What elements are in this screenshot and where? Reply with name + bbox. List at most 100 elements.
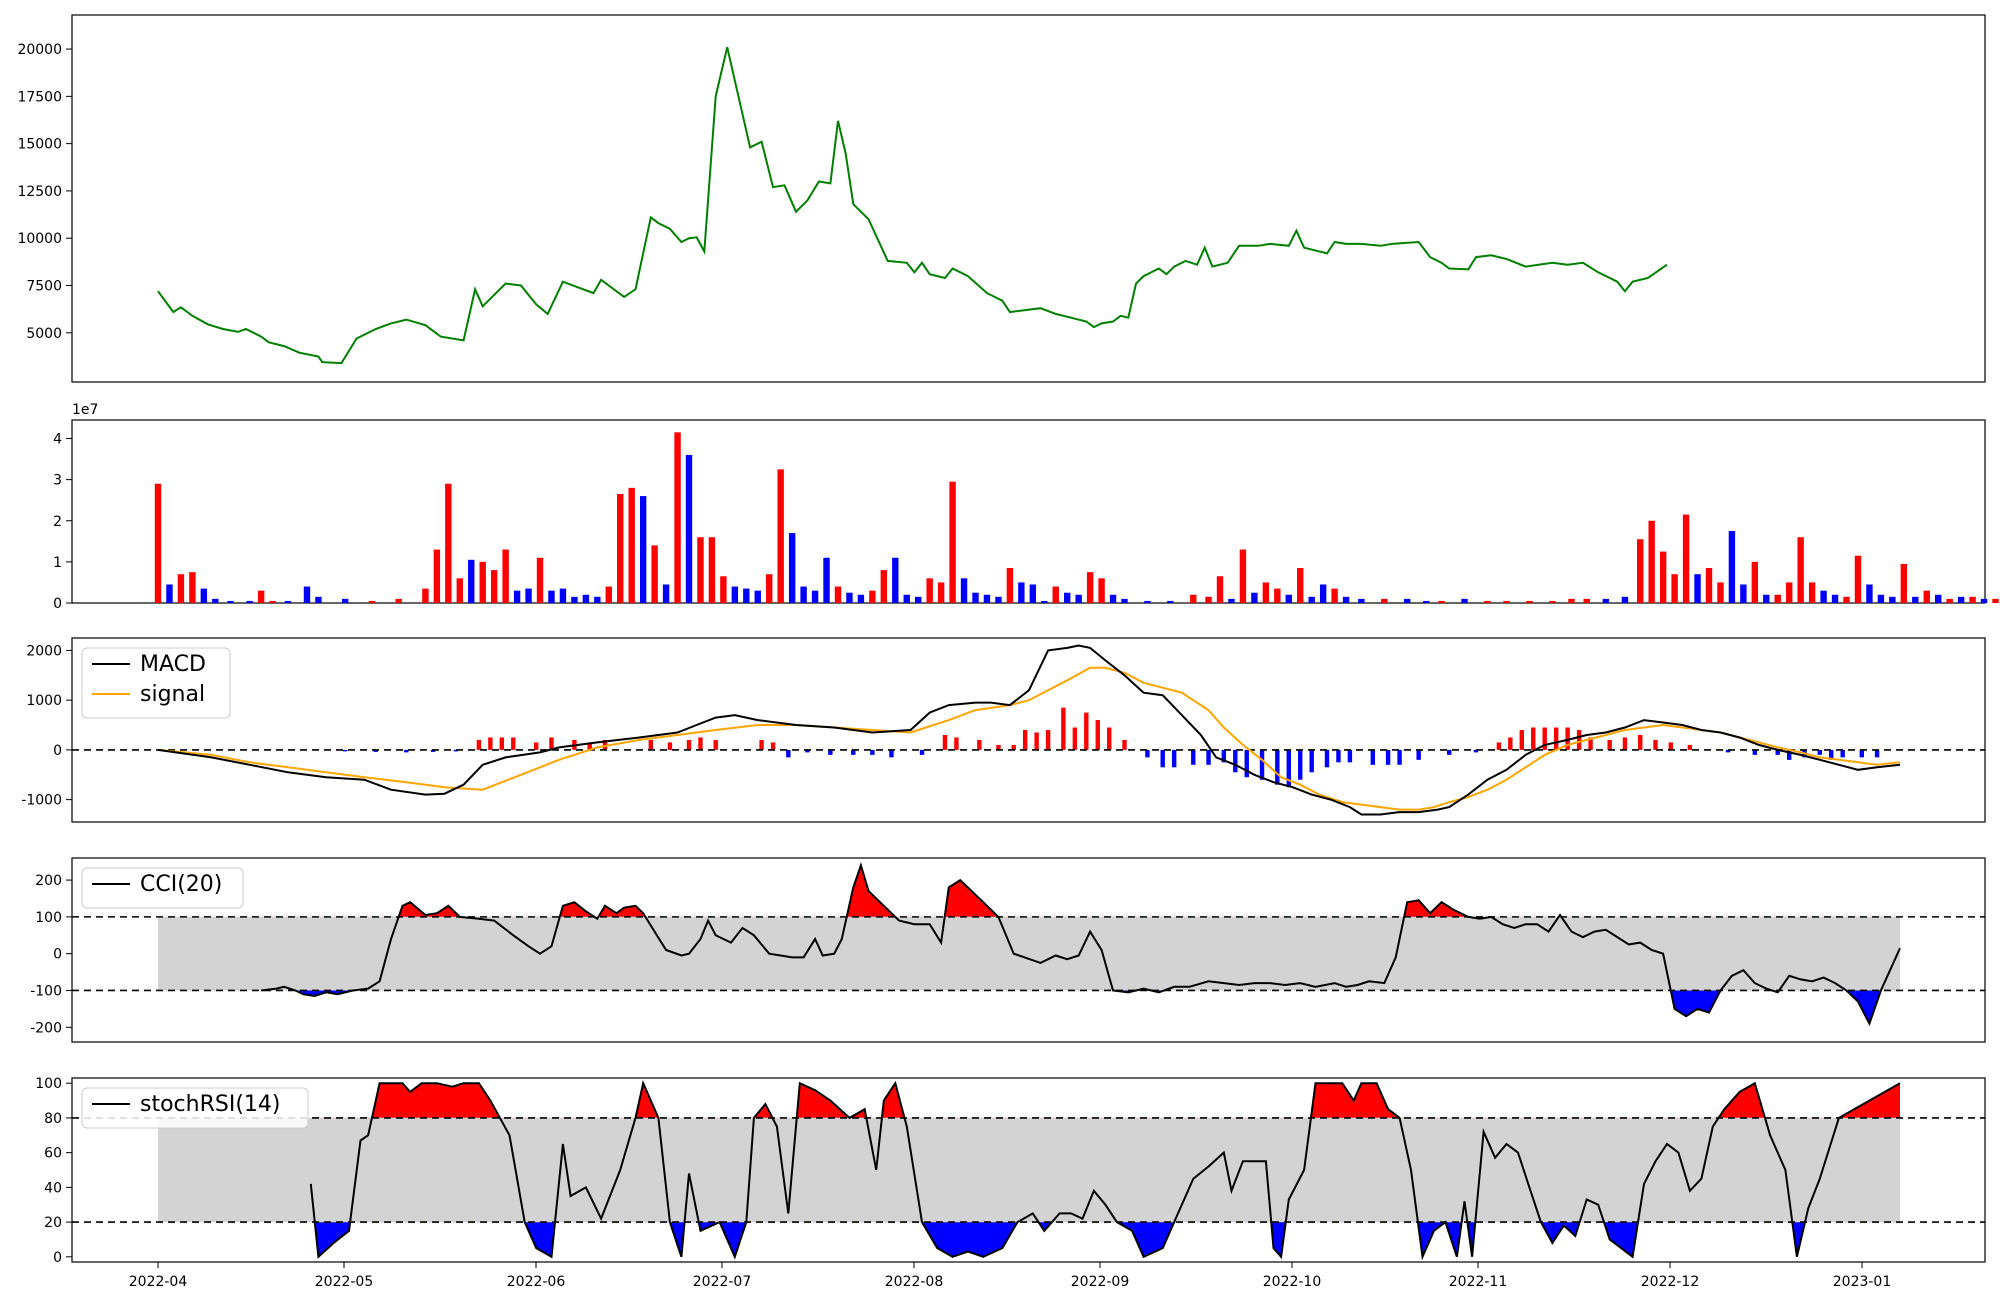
volume-bar: [1797, 537, 1804, 603]
volume-bar: [1694, 574, 1701, 603]
cci-y-tick-label: 0: [53, 947, 62, 963]
macd-histogram-bar: [686, 739, 692, 750]
volume-bar: [490, 570, 498, 603]
volume-bar: [1319, 584, 1327, 603]
macd-y-tick-label: 1000: [26, 693, 62, 709]
stochrsi-y-tick-label: 40: [44, 1180, 62, 1196]
macd-histogram-bar: [430, 749, 436, 752]
volume-bar: [189, 572, 196, 603]
x-tick-label: 2022-10: [1263, 1274, 1322, 1290]
volume-panel: 0 1 2 3 4 1e7: [53, 402, 1999, 612]
volume-bar: [468, 559, 475, 603]
x-axis: 2022-04 2022-05 2022-06 2022-07 2022-08 2022-…: [129, 1262, 1891, 1290]
volume-bar: [1774, 594, 1781, 603]
volume-y-tick-label: 3: [53, 473, 62, 489]
macd-histogram-bar: [1084, 712, 1089, 750]
volume-bar: [284, 600, 292, 603]
volume-bar: [662, 584, 670, 603]
macd-histogram-bar: [1519, 730, 1525, 750]
volume-bar: [1308, 596, 1315, 603]
volume-bar: [937, 582, 945, 603]
volume-bar: [341, 598, 349, 603]
macd-histogram-bar: [1145, 749, 1150, 758]
volume-bar: [972, 592, 979, 603]
x-tick-label: 2022-12: [1641, 1274, 1700, 1290]
macd-histogram-bar: [476, 739, 482, 750]
volume-bar: [892, 557, 899, 603]
volume-bar: [166, 584, 173, 603]
volume-bar: [1583, 598, 1590, 603]
volume-y-tick-label: 4: [53, 432, 62, 448]
macd-legend: [81, 647, 231, 719]
volume-bar: [1216, 576, 1224, 603]
volume-bar: [1041, 600, 1048, 603]
macd-histogram-bar: [1622, 737, 1628, 750]
macd-histogram-bar: [1553, 727, 1559, 750]
volume-bar: [1331, 588, 1338, 603]
volume-bar: [823, 557, 830, 603]
stochrsi-y-tick-label: 0: [53, 1250, 62, 1266]
volume-bar: [1064, 592, 1071, 603]
macd-histogram-bar: [373, 749, 378, 752]
macd-histogram-bar: [942, 734, 948, 750]
cci-legend-label: CCI(20): [140, 872, 222, 897]
volume-bar: [1251, 592, 1258, 603]
macd-histogram-bar: [404, 749, 409, 753]
volume-bar: [1980, 598, 1988, 603]
price-y-tick-label: 15000: [17, 137, 62, 153]
stochrsi-y-tick-label: 100: [35, 1076, 62, 1092]
volume-bar: [1648, 520, 1655, 603]
volume-bar: [1602, 598, 1610, 603]
volume-bar: [949, 481, 956, 603]
volume-bar: [1671, 574, 1678, 603]
volume-bar: [525, 588, 532, 603]
volume-bar: [960, 578, 968, 603]
volume-bar: [154, 483, 162, 603]
volume-bar: [1285, 594, 1292, 603]
macd-histogram-bar: [1309, 749, 1314, 773]
macd-histogram-bar: [1347, 749, 1353, 763]
price-plot-frame: [71, 14, 1986, 383]
macd-histogram-bar: [1298, 749, 1303, 780]
macd-histogram-bar: [770, 742, 776, 750]
volume-bar: [1728, 531, 1736, 603]
stochrsi-neutral-band: [158, 1117, 1900, 1223]
volume-bar: [1751, 561, 1759, 603]
macd-histogram-bar: [1607, 739, 1612, 750]
volume-bar: [1946, 598, 1953, 603]
cci-legend: [81, 867, 244, 909]
macd-histogram-bar: [786, 749, 791, 758]
price-y-tick-label: 12500: [17, 184, 62, 200]
volume-bar: [1144, 600, 1151, 603]
volume-bar: [983, 594, 991, 603]
volume-bar: [995, 596, 1002, 603]
volume-bar: [1086, 572, 1094, 603]
macd-histogram-bar: [1011, 744, 1016, 750]
macd-histogram-bar: [587, 742, 592, 750]
price-y-tick-label: 17500: [17, 89, 62, 105]
macd-histogram-bar: [805, 749, 810, 753]
macd-histogram-bar: [533, 742, 539, 750]
macd-histogram-bar: [1206, 749, 1211, 765]
x-tick-label: 2022-05: [315, 1274, 374, 1290]
volume-bar: [502, 549, 509, 603]
macd-plot-frame: [71, 637, 1986, 823]
price-y-tick-label: 10000: [17, 231, 62, 247]
macd-histogram-bar: [1061, 707, 1066, 750]
volume-bar: [857, 594, 865, 603]
volume-bar: [1029, 584, 1037, 603]
volume-bar: [1358, 598, 1365, 603]
macd-histogram-bar: [1725, 749, 1731, 753]
macd-histogram-bar: [889, 749, 894, 758]
volume-bar: [548, 590, 555, 603]
signal-line: [157, 666, 1901, 811]
volume-bar: [536, 557, 544, 603]
volume-bar: [788, 533, 796, 603]
macd-legend-label: signal: [140, 682, 205, 707]
stochrsi-y-tick-label: 20: [44, 1215, 62, 1231]
x-tick-label: 2022-09: [1071, 1274, 1130, 1290]
stochrsi-y-tick-label: 80: [44, 1111, 62, 1127]
volume-bar: [628, 487, 635, 603]
macd-histogram-bar: [602, 739, 608, 750]
volume-bar: [1866, 584, 1873, 603]
